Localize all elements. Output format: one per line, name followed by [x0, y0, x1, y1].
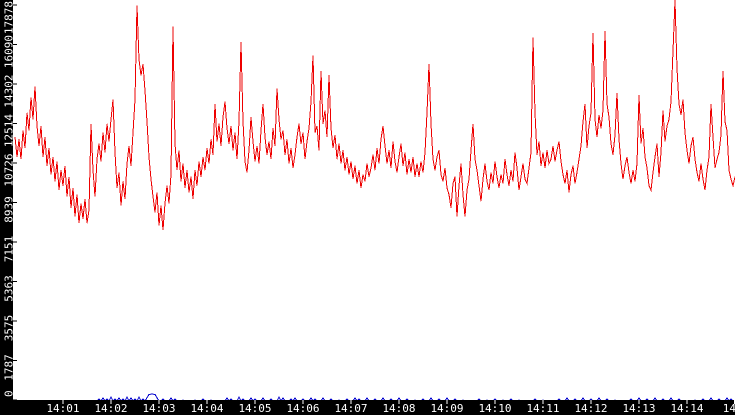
y-axis-tick-label: 0: [3, 390, 16, 397]
y-axis-bar: [0, 0, 13, 415]
x-axis-tick-label: 14:11: [526, 402, 559, 415]
y-axis-tick-label: 17878: [3, 1, 16, 34]
x-axis-tick-label: 14:02: [94, 402, 127, 415]
x-axis-tick-label: 14:07: [334, 402, 367, 415]
y-axis-tick-label: 3575: [3, 315, 16, 342]
y-axis-tick-label: 8939: [3, 196, 16, 223]
x-axis-tick-label: 14:03: [142, 402, 175, 415]
x-axis-bar: [0, 400, 735, 415]
y-axis-tick-label: 1787: [3, 354, 16, 381]
y-axis-tick-label: 10726: [3, 153, 16, 186]
x-axis-tick-label: 14:01: [46, 402, 79, 415]
y-axis-tick-label: 16090: [3, 35, 16, 68]
x-axis-tick-label: 14:04: [190, 402, 223, 415]
red-series-line: [14, 0, 735, 230]
y-axis-tick-label: 12514: [3, 114, 16, 147]
x-axis-tick-label: 14:05: [238, 402, 271, 415]
y-axis-tick-label: 14302: [3, 74, 16, 107]
x-axis-tick-label: 14:08: [382, 402, 415, 415]
x-axis-tick-label: 14:12: [574, 402, 607, 415]
x-axis-tick-label: 14:09: [430, 402, 463, 415]
y-axis-tick-label: 7151: [3, 236, 16, 263]
x-axis-tick-label: 14:10: [478, 402, 511, 415]
y-axis-tick-label: 5363: [3, 275, 16, 302]
x-axis-tick-label: 14:13: [622, 402, 655, 415]
x-axis-partial-label: 14: [723, 402, 735, 415]
x-axis-tick-label: 14:06: [286, 402, 319, 415]
x-axis-tick-label: 14:14: [670, 402, 703, 415]
